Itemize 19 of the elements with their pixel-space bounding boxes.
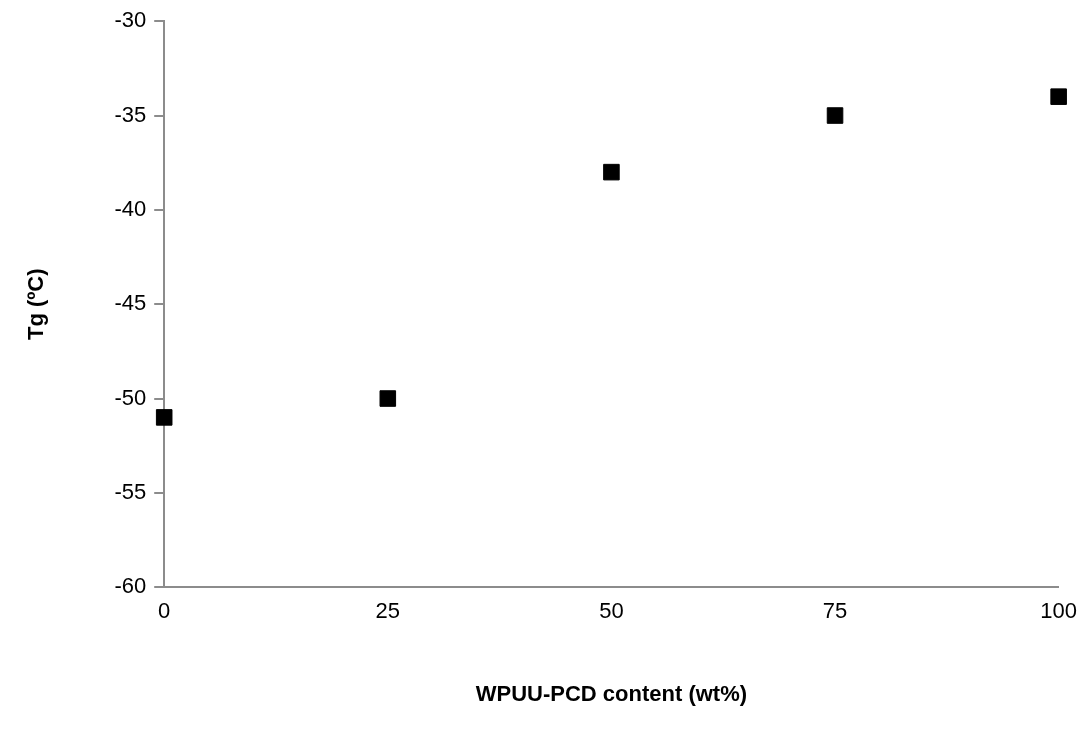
y-tick-label: -30 xyxy=(114,7,147,33)
y-tick-label: -50 xyxy=(114,384,147,410)
x-tick-label: 25 xyxy=(375,598,401,624)
y-tick-label: -40 xyxy=(114,195,147,221)
x-tick-label: 0 xyxy=(158,598,171,624)
y-tick-label: -55 xyxy=(114,478,147,504)
x-axis-title: WPUU-PCD content (wt%) xyxy=(475,680,748,706)
x-tick-label: 75 xyxy=(822,598,848,624)
point xyxy=(379,390,397,407)
y-tick-label: -35 xyxy=(114,101,147,127)
y-tick-label: -60 xyxy=(114,573,147,599)
point xyxy=(1050,88,1067,105)
y-axis-title: Tg (ºC) xyxy=(23,268,49,340)
point xyxy=(155,409,173,426)
point xyxy=(826,107,844,124)
x-tick-label: 100 xyxy=(1040,598,1078,624)
y-tick-label: -45 xyxy=(114,290,147,316)
x-tick-label: 50 xyxy=(599,598,624,624)
point xyxy=(603,163,620,181)
